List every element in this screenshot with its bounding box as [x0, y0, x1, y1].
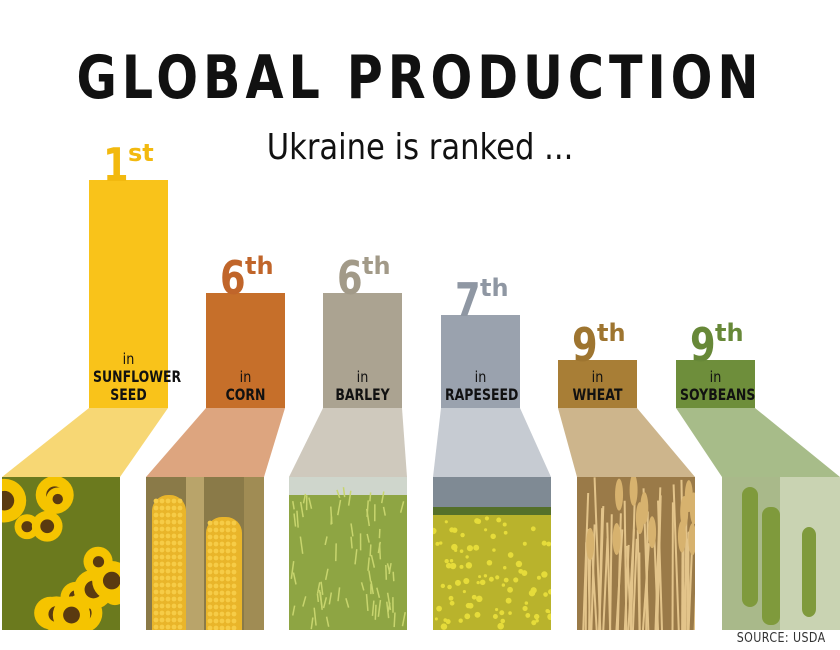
- ramp-barley: [289, 408, 407, 477]
- in-text: in: [591, 368, 604, 386]
- rank-number: 7: [455, 273, 481, 327]
- category-label-corn: in CORN: [200, 368, 291, 404]
- rank-suffix: st: [128, 139, 154, 167]
- page-subtitle: Ukraine is ranked ...: [266, 127, 574, 168]
- crop-name: WHEAT: [572, 385, 623, 404]
- wheat-photo: [577, 477, 695, 630]
- bar-corn: [206, 292, 285, 408]
- sunflower-photo: [2, 477, 120, 630]
- crop-name: RAPESEED: [445, 385, 519, 404]
- rank-number: 6: [337, 250, 363, 305]
- rank-label-barley: 6th: [337, 251, 391, 305]
- bar-rapeseed: [441, 315, 520, 408]
- rank-number: 9: [572, 318, 598, 372]
- crop-name: CORN: [225, 385, 266, 404]
- ramp-corn: [146, 408, 285, 477]
- corn-photo: [146, 477, 264, 630]
- rank-number: 9: [690, 318, 716, 372]
- category-label-soybeans: in SOYBEANS: [670, 368, 761, 404]
- rank-suffix: th: [480, 274, 509, 302]
- rank-label-corn: 6th: [220, 251, 274, 305]
- rank-number: 6: [220, 250, 246, 305]
- rank-suffix: th: [245, 251, 274, 280]
- rank-suffix: th: [715, 319, 744, 347]
- bar-wheat: [558, 360, 637, 408]
- bar-soybeans: [676, 360, 755, 408]
- rank-number: 1: [103, 138, 129, 192]
- in-text: in: [239, 368, 252, 386]
- rank-suffix: th: [597, 319, 626, 347]
- rapeseed-photo: [433, 477, 551, 630]
- rank-suffix: th: [362, 251, 391, 280]
- ramp-wheat: [558, 408, 695, 477]
- bar-sunflower: [89, 180, 168, 408]
- ramp-sunflower: [2, 408, 168, 477]
- crop-name: SUNFLOWER: [93, 367, 182, 386]
- crop-name: SEED: [110, 385, 147, 404]
- bar-barley: [323, 292, 402, 408]
- in-text: in: [709, 368, 722, 386]
- soybeans-photo: [722, 477, 840, 630]
- category-label-barley: in BARLEY: [317, 368, 408, 404]
- rank-label-wheat: 9th: [572, 318, 626, 372]
- rank-label-sunflower: 1st: [103, 138, 154, 192]
- barley-photo: [289, 477, 407, 630]
- crop-name: BARLEY: [335, 385, 390, 404]
- category-label-wheat: in WHEAT: [552, 368, 643, 404]
- category-label-rapeseed: in RAPESEED: [435, 368, 526, 404]
- crop-name: SOYBEANS: [680, 385, 756, 404]
- ramp-soybeans: [676, 408, 840, 477]
- category-label-sunflower: in SUNFLOWER SEED: [83, 350, 182, 404]
- in-text: in: [474, 368, 487, 386]
- source-note: SOURCE: USDA: [737, 631, 826, 646]
- page-title: GLOBAL PRODUCTION: [76, 43, 764, 113]
- rank-label-soybeans: 9th: [690, 318, 744, 372]
- rank-label-rapeseed: 7th: [455, 273, 509, 327]
- in-text: in: [356, 368, 369, 386]
- in-text: in: [122, 350, 135, 368]
- ramp-rapeseed: [433, 408, 551, 477]
